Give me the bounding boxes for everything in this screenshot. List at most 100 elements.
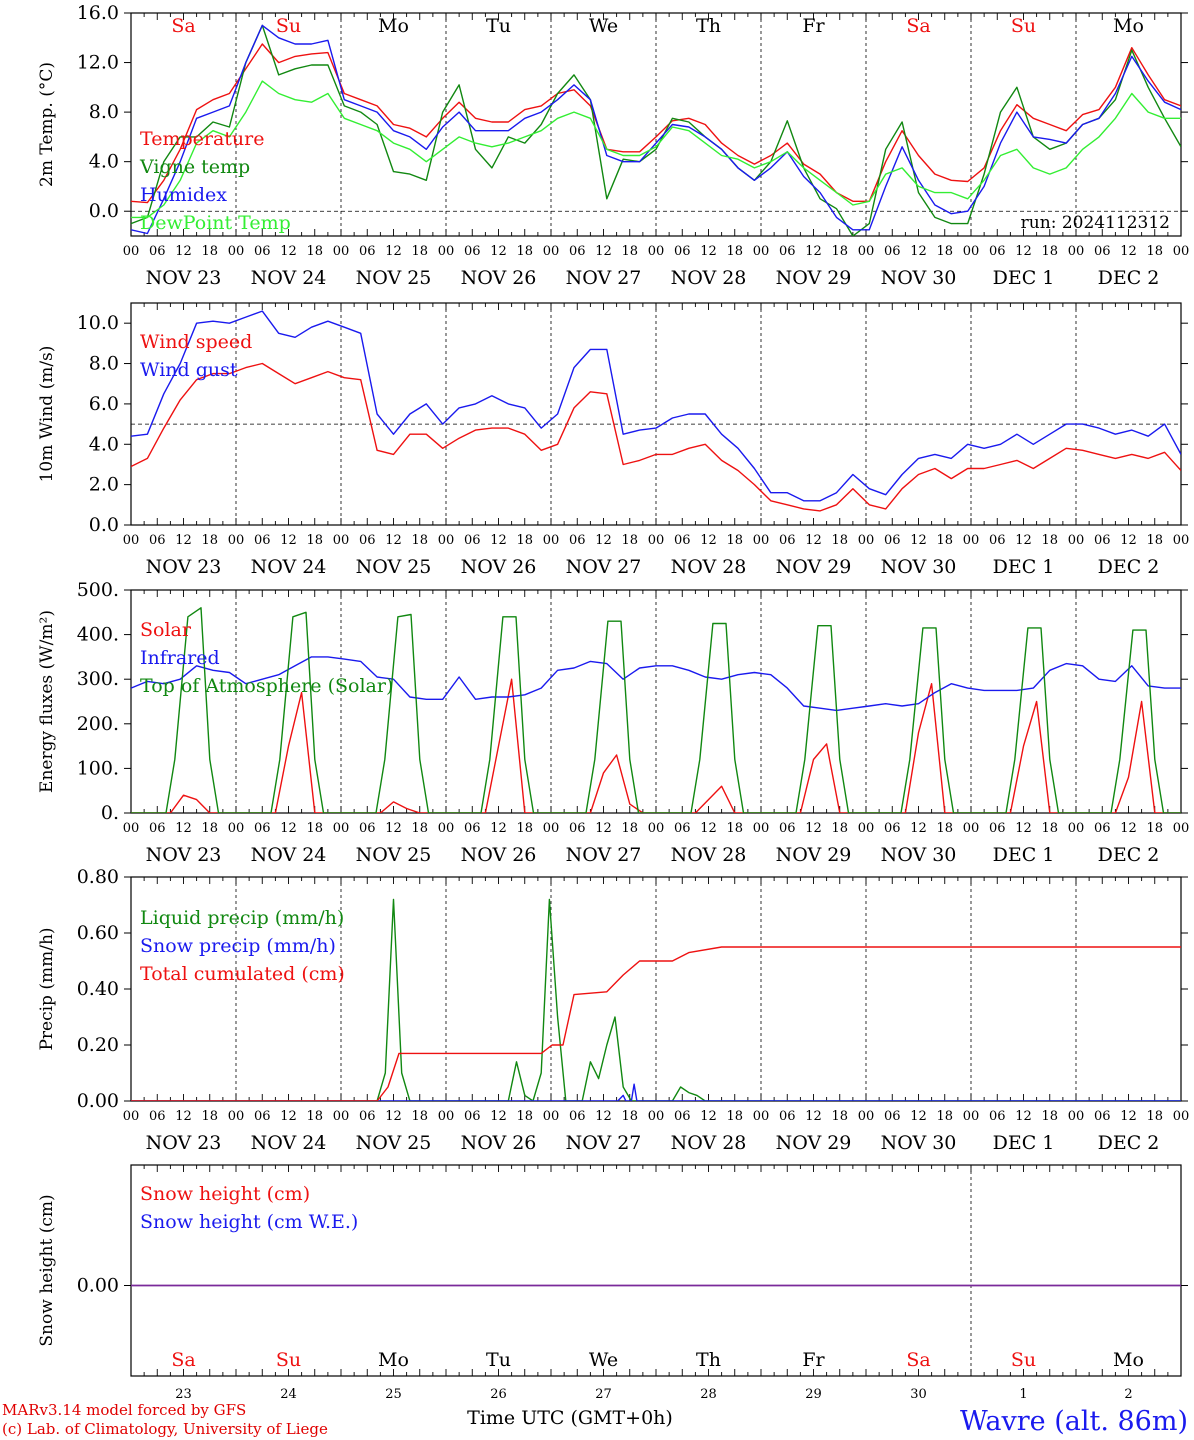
hour-tick-label: 18 (411, 244, 428, 259)
hour-tick-label: 12 (1015, 1109, 1032, 1124)
hour-tick-label: 18 (936, 1109, 953, 1124)
hour-tick-label: 12 (805, 244, 822, 259)
series-line-wind-gust (131, 310, 1181, 502)
date-label: NOV 28 (671, 1132, 747, 1154)
hour-tick-label: 12 (490, 533, 507, 548)
hour-tick-label: 12 (700, 533, 717, 548)
hour-tick-label: 06 (1094, 1109, 1111, 1124)
date-label: NOV 26 (461, 267, 537, 289)
hour-tick-label: 18 (726, 821, 743, 836)
hour-tick-label: 00 (753, 1109, 770, 1124)
hour-tick-label: 06 (569, 1109, 586, 1124)
hour-tick-label: 12 (280, 1109, 297, 1124)
hour-tick-label: 18 (621, 821, 638, 836)
hour-tick-label: 00 (123, 244, 140, 259)
day-of-week-label: Mo (378, 1349, 409, 1371)
y-tick-label: 300. (77, 668, 119, 690)
day-of-week-label: Mo (1113, 15, 1144, 37)
hour-tick-label: 00 (963, 821, 980, 836)
day-number-label: 23 (175, 1387, 192, 1402)
y-axis-label: 10m Wind (m/s) (37, 346, 57, 483)
date-label: NOV 25 (356, 844, 432, 866)
hour-tick-label: 18 (201, 244, 218, 259)
y-tick-label: 0.80 (77, 866, 119, 888)
hour-tick-label: 12 (1015, 533, 1032, 548)
day-of-week-label: Th (696, 15, 721, 37)
date-label: NOV 27 (566, 267, 642, 289)
hour-tick-label: 06 (254, 821, 271, 836)
series-line-snow-precip-mm-h (131, 1083, 1181, 1101)
hour-tick-label: 12 (1120, 533, 1137, 548)
y-tick-label: 200. (77, 713, 119, 735)
day-number-label: 30 (910, 1387, 927, 1402)
hour-tick-label: 06 (149, 244, 166, 259)
hour-tick-label: 00 (963, 1109, 980, 1124)
hour-tick-label: 18 (201, 821, 218, 836)
day-number-label: 28 (700, 1387, 717, 1402)
hour-tick-label: 18 (411, 533, 428, 548)
day-number-label: 25 (385, 1387, 402, 1402)
hour-tick-label: 06 (674, 244, 691, 259)
day-of-week-label: Mo (1113, 1349, 1144, 1371)
series-line-liquid-precip-mm-h (131, 898, 1181, 1101)
date-label: NOV 28 (671, 267, 747, 289)
hour-tick-label: 06 (569, 821, 586, 836)
hour-tick-label: 00 (1068, 821, 1085, 836)
date-label: NOV 27 (566, 556, 642, 578)
hour-tick-label: 06 (1094, 821, 1111, 836)
hour-tick-label: 00 (333, 821, 350, 836)
date-label: NOV 25 (356, 1132, 432, 1154)
legend-entry: Vigne temp (139, 156, 250, 178)
hour-tick-label: 12 (805, 821, 822, 836)
hour-tick-label: 12 (1015, 244, 1032, 259)
day-of-week-label: Mo (378, 15, 409, 37)
hour-tick-label: 18 (411, 821, 428, 836)
date-label: DEC 1 (993, 267, 1055, 289)
hour-tick-label: 18 (621, 244, 638, 259)
hour-tick-label: 12 (700, 1109, 717, 1124)
legend-entry: Solar (140, 619, 192, 641)
date-label: NOV 23 (146, 844, 222, 866)
y-axis-label: Snow height (cm) (37, 1194, 57, 1346)
hour-tick-label: 00 (438, 1109, 455, 1124)
hour-tick-label: 00 (1068, 533, 1085, 548)
hour-tick-label: 00 (1173, 821, 1190, 836)
y-tick-label: 2.0 (89, 474, 119, 496)
hour-tick-label: 18 (936, 533, 953, 548)
hour-tick-label: 12 (910, 821, 927, 836)
hour-tick-label: 00 (1068, 1109, 1085, 1124)
day-of-week-label: Su (276, 15, 301, 37)
x-axis-title: Time UTC (GMT+0h) (467, 1407, 673, 1429)
hour-tick-label: 12 (385, 533, 402, 548)
hour-tick-label: 00 (438, 821, 455, 836)
y-tick-label: 0.00 (77, 1275, 119, 1297)
legend-entry: Infrared (140, 647, 220, 669)
hour-tick-label: 00 (858, 244, 875, 259)
day-of-week-label: Su (1011, 1349, 1036, 1371)
y-tick-label: 500. (77, 579, 119, 601)
hour-tick-label: 18 (306, 244, 323, 259)
date-label: NOV 30 (881, 267, 957, 289)
date-label: DEC 2 (1098, 267, 1160, 289)
hour-tick-label: 18 (306, 821, 323, 836)
date-label: NOV 29 (776, 844, 852, 866)
hour-tick-label: 18 (726, 1109, 743, 1124)
hour-tick-label: 06 (674, 1109, 691, 1124)
y-tick-label: 0.40 (77, 978, 119, 1000)
legend-entry: Wind speed (140, 331, 252, 353)
y-tick-label: 0.60 (77, 922, 119, 944)
y-tick-label: 0.20 (77, 1034, 119, 1056)
legend-entry: Temperature (140, 128, 264, 150)
series-line-temperature (131, 43, 1181, 204)
date-label: NOV 30 (881, 1132, 957, 1154)
hour-tick-label: 12 (1120, 821, 1137, 836)
hour-tick-label: 12 (280, 821, 297, 836)
hour-tick-label: 06 (884, 533, 901, 548)
hour-tick-label: 06 (989, 1109, 1006, 1124)
hour-tick-label: 06 (884, 1109, 901, 1124)
legend-entry: Total cumulated (cm) (140, 963, 345, 985)
hour-tick-label: 06 (884, 821, 901, 836)
legend-entry: Snow precip (mm/h) (140, 935, 336, 957)
hour-tick-label: 12 (910, 1109, 927, 1124)
date-label: NOV 23 (146, 1132, 222, 1154)
